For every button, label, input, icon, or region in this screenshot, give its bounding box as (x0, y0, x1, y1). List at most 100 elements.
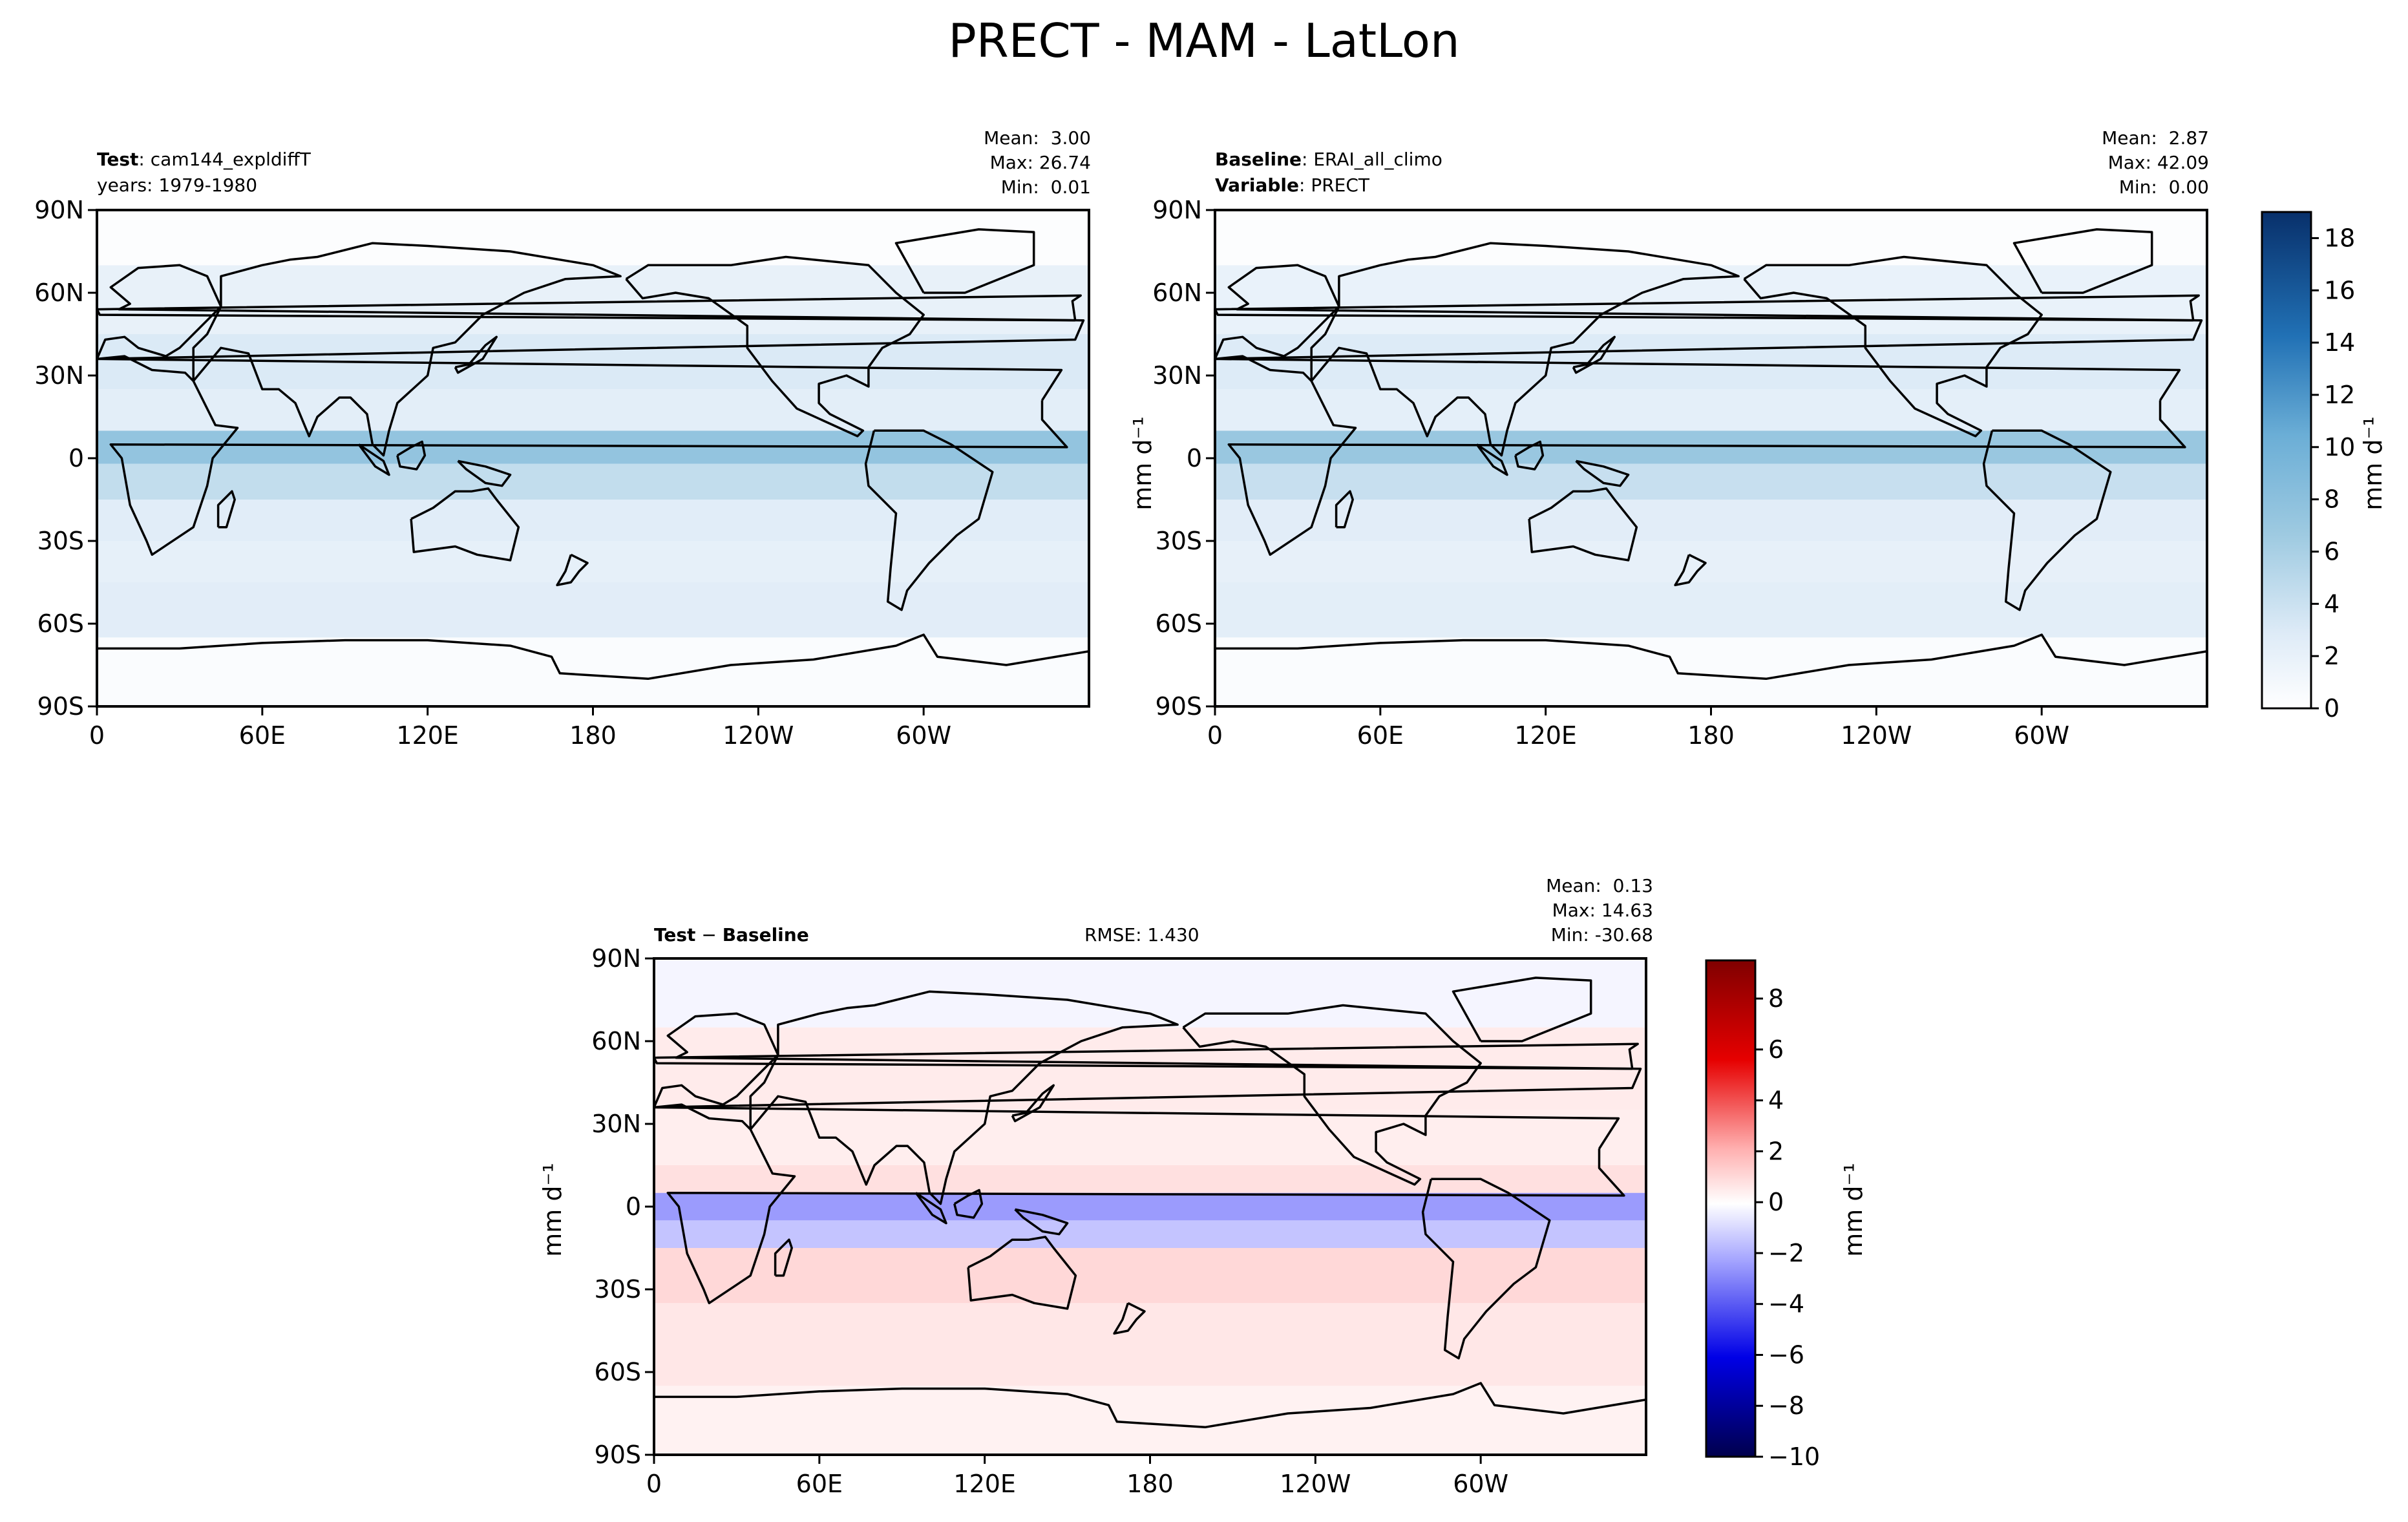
baseline-cbar-label-1: 2 (2324, 642, 2339, 670)
test-ytick-label-5: 60S (37, 609, 84, 638)
baseline-ytick-label-4: 30S (1156, 527, 1202, 555)
diff-coast-madagascar (774, 1238, 793, 1277)
diff-mean: Mean: 0.13 (1546, 875, 1653, 896)
diff-coast-uk (654, 1042, 1639, 1070)
diff-ytick-label-3: 0 (626, 1192, 641, 1221)
test-years: years: 1979-1980 (97, 174, 258, 196)
diff-coast-borneo (953, 1189, 984, 1219)
baseline-cbar-label-4: 8 (2324, 485, 2339, 514)
test-coast-nz (556, 553, 589, 587)
baseline-ytick-label-6: 90S (1156, 692, 1202, 721)
test-field (97, 210, 1089, 706)
baseline-ytick-label-1: 60N (1152, 279, 1202, 307)
baseline-xtick-label-0: 0 (1207, 721, 1223, 750)
test-coast-antarctica (97, 633, 1089, 706)
diff-xtick-label-1: 60E (796, 1470, 843, 1498)
diff-ytick-label-1: 60N (591, 1027, 641, 1055)
test-min: Min: 0.01 (1000, 176, 1091, 198)
baseline-ytick-label-0: 90N (1152, 196, 1202, 224)
diff-coastlines (654, 977, 1646, 1455)
baseline-cbar-label-6: 12 (2324, 381, 2355, 409)
baseline-coastlines (1215, 228, 2207, 706)
test-band-3 (97, 500, 1089, 541)
test-coast-australia (410, 487, 520, 562)
diff-band-5 (654, 1165, 1646, 1193)
baseline-band-8 (1215, 265, 2207, 334)
baseline-cbar-label-7: 14 (2324, 328, 2355, 357)
test-xtick-label-0: 0 (89, 721, 105, 750)
baseline-coast-japan (1572, 335, 1616, 374)
diff-ytick-label-6: 90S (595, 1441, 641, 1469)
baseline-stats: Mean: 2.87 Max: 42.09 Min: 0.00 (2102, 126, 2209, 200)
diff-coast-greenland (1452, 977, 1592, 1042)
baseline-ytick-label-5: 60S (1156, 609, 1202, 638)
diff-band-4 (654, 1192, 1646, 1221)
test-max: Max: 26.74 (989, 152, 1091, 173)
baseline-max: Max: 42.09 (2107, 152, 2209, 173)
test-ytick-label-3: 0 (69, 444, 84, 472)
test-band-1 (97, 582, 1089, 638)
diff-label-base: Baseline (722, 924, 809, 946)
baseline-cbar-label-9: 18 (2324, 224, 2355, 252)
diff-xtick-label-2: 120E (953, 1470, 1016, 1498)
test-band-2 (97, 541, 1089, 582)
diff-coast-japan (1011, 1084, 1055, 1123)
test-coast-namerica (625, 255, 925, 438)
diff-label-test: Test (654, 924, 696, 946)
baseline-coast-newguinea (1575, 460, 1630, 487)
diff-coast-australia (967, 1236, 1077, 1310)
baseline-colorbar (2261, 211, 2312, 710)
test-stats: Mean: 3.00 Max: 26.74 Min: 0.01 (984, 126, 1091, 200)
baseline-band-2 (1215, 541, 2207, 582)
diff-field (654, 958, 1646, 1455)
diff-cbar-label-9: 8 (1768, 984, 1784, 1013)
diff-cbar-label-3: −4 (1768, 1290, 1804, 1318)
test-ytick-label-1: 60N (34, 279, 84, 307)
diff-band-6 (654, 1110, 1646, 1165)
diff-rmse: RMSE: 1.430 (1084, 924, 1199, 946)
diff-band-8 (654, 958, 1646, 1028)
diff-xtick-label-3: 180 (1126, 1470, 1174, 1498)
test-ytick-label-0: 90N (34, 196, 84, 224)
baseline-cbar-label-5: 10 (2324, 433, 2355, 461)
test-coast-greenland (894, 228, 1035, 294)
test-band-9 (97, 210, 1089, 266)
test-coast-sumatra (357, 443, 390, 476)
diff-xtick-label-4: 120W (1280, 1470, 1351, 1498)
diff-cbar-label-7: 4 (1768, 1086, 1784, 1115)
test-xtick-label-1: 60E (239, 721, 286, 750)
test-label-bold: Test (97, 149, 139, 170)
baseline-xtick-label-1: 60E (1357, 721, 1404, 750)
baseline-cbar-label-3: 6 (2324, 537, 2339, 565)
baseline-band-3 (1215, 500, 2207, 541)
diff-ytick-label-5: 60S (595, 1358, 641, 1386)
test-coast-samerica (864, 429, 994, 611)
test-label-value: cam144_expldiffT (150, 149, 311, 170)
baseline-field (1215, 210, 2207, 706)
baseline-cbar-label-2: 4 (2324, 589, 2339, 618)
diff-cbar-label-8: 6 (1768, 1035, 1784, 1064)
baseline-coast-uk (1215, 294, 2200, 322)
diff-coast-europe (654, 1012, 1642, 1109)
test-ytick-label-6: 90S (37, 692, 84, 721)
baseline-label-bold: Baseline (1215, 149, 1302, 170)
baseline-coast-borneo (1514, 440, 1545, 470)
diff-label: Test − Baseline (654, 924, 809, 946)
test-coast-newguinea (457, 460, 512, 487)
diff-max: Max: 14.63 (1552, 900, 1653, 921)
diff-ytick-label-0: 90N (591, 944, 641, 973)
test-label: Test: cam144_expldiffT (97, 149, 311, 170)
baseline-coast-europe (1215, 264, 2203, 361)
baseline-coast-asia (1310, 242, 1740, 457)
diff-coast-asia (749, 990, 1179, 1205)
diff-cbar-label-6: 2 (1768, 1137, 1784, 1165)
test-xtick-label-4: 120W (723, 721, 794, 750)
diff-colorbar (1705, 959, 1757, 1458)
figure-title: PRECT - MAM - LatLon (948, 14, 1460, 68)
test-xtick-label-5: 60W (896, 721, 951, 750)
diff-cbar-label-2: −6 (1768, 1340, 1804, 1369)
baseline-coast-samerica (1982, 429, 2112, 611)
test-band-4 (97, 463, 1089, 500)
baseline-band-1 (1215, 582, 2207, 638)
